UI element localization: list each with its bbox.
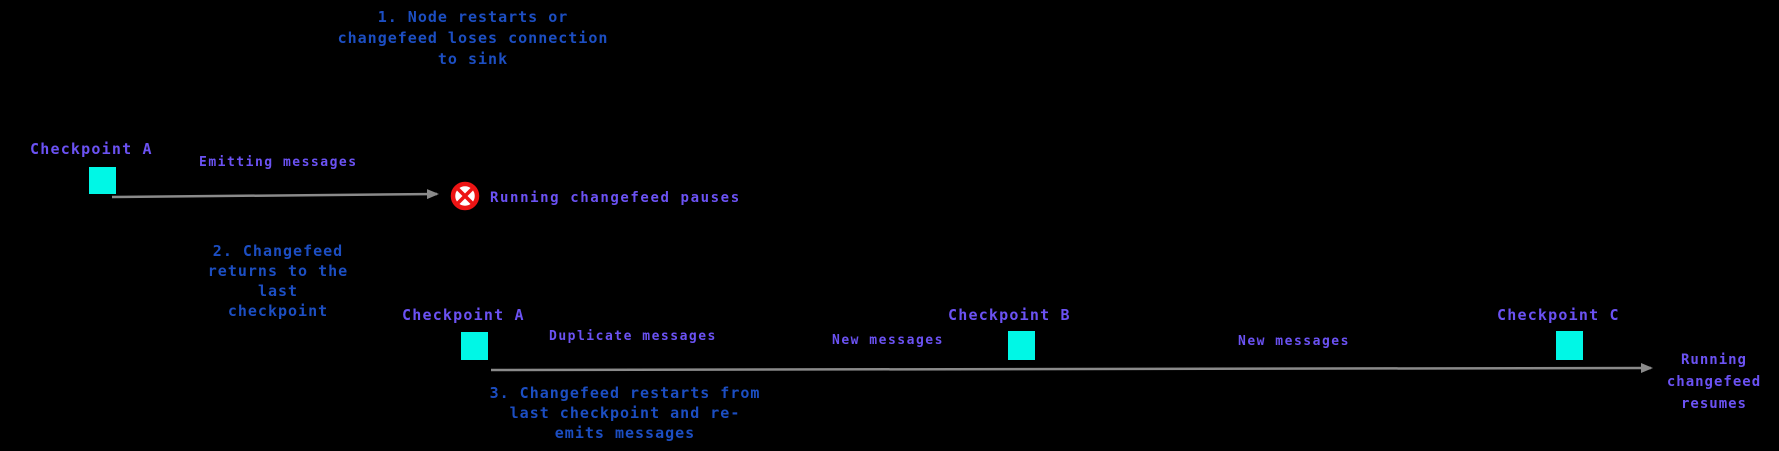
note-step1: 1. Node restarts or changefeed loses con… bbox=[313, 7, 633, 70]
checkpoint-c-marker bbox=[1556, 331, 1583, 360]
note-step2-line2: returns to the bbox=[207, 262, 349, 280]
note-step3: 3. Changefeed restarts from last checkpo… bbox=[475, 383, 775, 443]
new-messages-label-2: New messages bbox=[1238, 334, 1350, 349]
emitting-messages-label: Emitting messages bbox=[199, 155, 358, 170]
checkpoint-a-label-2: Checkpoint A bbox=[402, 306, 525, 324]
note-step2-line3: last bbox=[257, 282, 299, 300]
error-circle-x-icon bbox=[450, 181, 480, 211]
note-step3-line1: 3. Changefeed restarts from bbox=[489, 384, 761, 402]
note-step3-line2: last checkpoint and re- bbox=[509, 404, 741, 422]
note-step2-line1: 2. Changefeed bbox=[212, 242, 344, 260]
resume-arrow bbox=[490, 363, 1653, 374]
emitting-arrow bbox=[111, 189, 439, 200]
duplicate-messages-label: Duplicate messages bbox=[549, 329, 717, 344]
checkpoint-a-marker-2 bbox=[461, 332, 488, 360]
resume-label-line2: changefeed bbox=[1666, 374, 1762, 390]
checkpoint-b-marker bbox=[1008, 331, 1035, 360]
note-step1-line1: 1. Node restarts or bbox=[377, 8, 569, 26]
note-step1-line2: changefeed loses connection bbox=[337, 29, 609, 47]
checkpoint-b-label: Checkpoint B bbox=[948, 306, 1071, 324]
note-step2: 2. Changefeed returns to the last checkp… bbox=[178, 241, 378, 321]
note-step1-line3: to sink bbox=[437, 50, 509, 68]
note-step3-line3: emits messages bbox=[554, 424, 696, 442]
running-changefeed-resumes-label: Running changefeed resumes bbox=[1660, 349, 1768, 415]
checkpoint-a-marker-1 bbox=[89, 167, 116, 194]
running-changefeed-pauses-label: Running changefeed pauses bbox=[490, 190, 741, 206]
checkpoint-c-label: Checkpoint C bbox=[1497, 306, 1620, 324]
checkpoint-a-label-1: Checkpoint A bbox=[30, 140, 153, 158]
resume-label-line3: resumes bbox=[1680, 396, 1747, 412]
new-messages-label-1: New messages bbox=[832, 333, 944, 348]
note-step2-line4: checkpoint bbox=[227, 302, 329, 320]
resume-label-line1: Running bbox=[1680, 352, 1747, 368]
